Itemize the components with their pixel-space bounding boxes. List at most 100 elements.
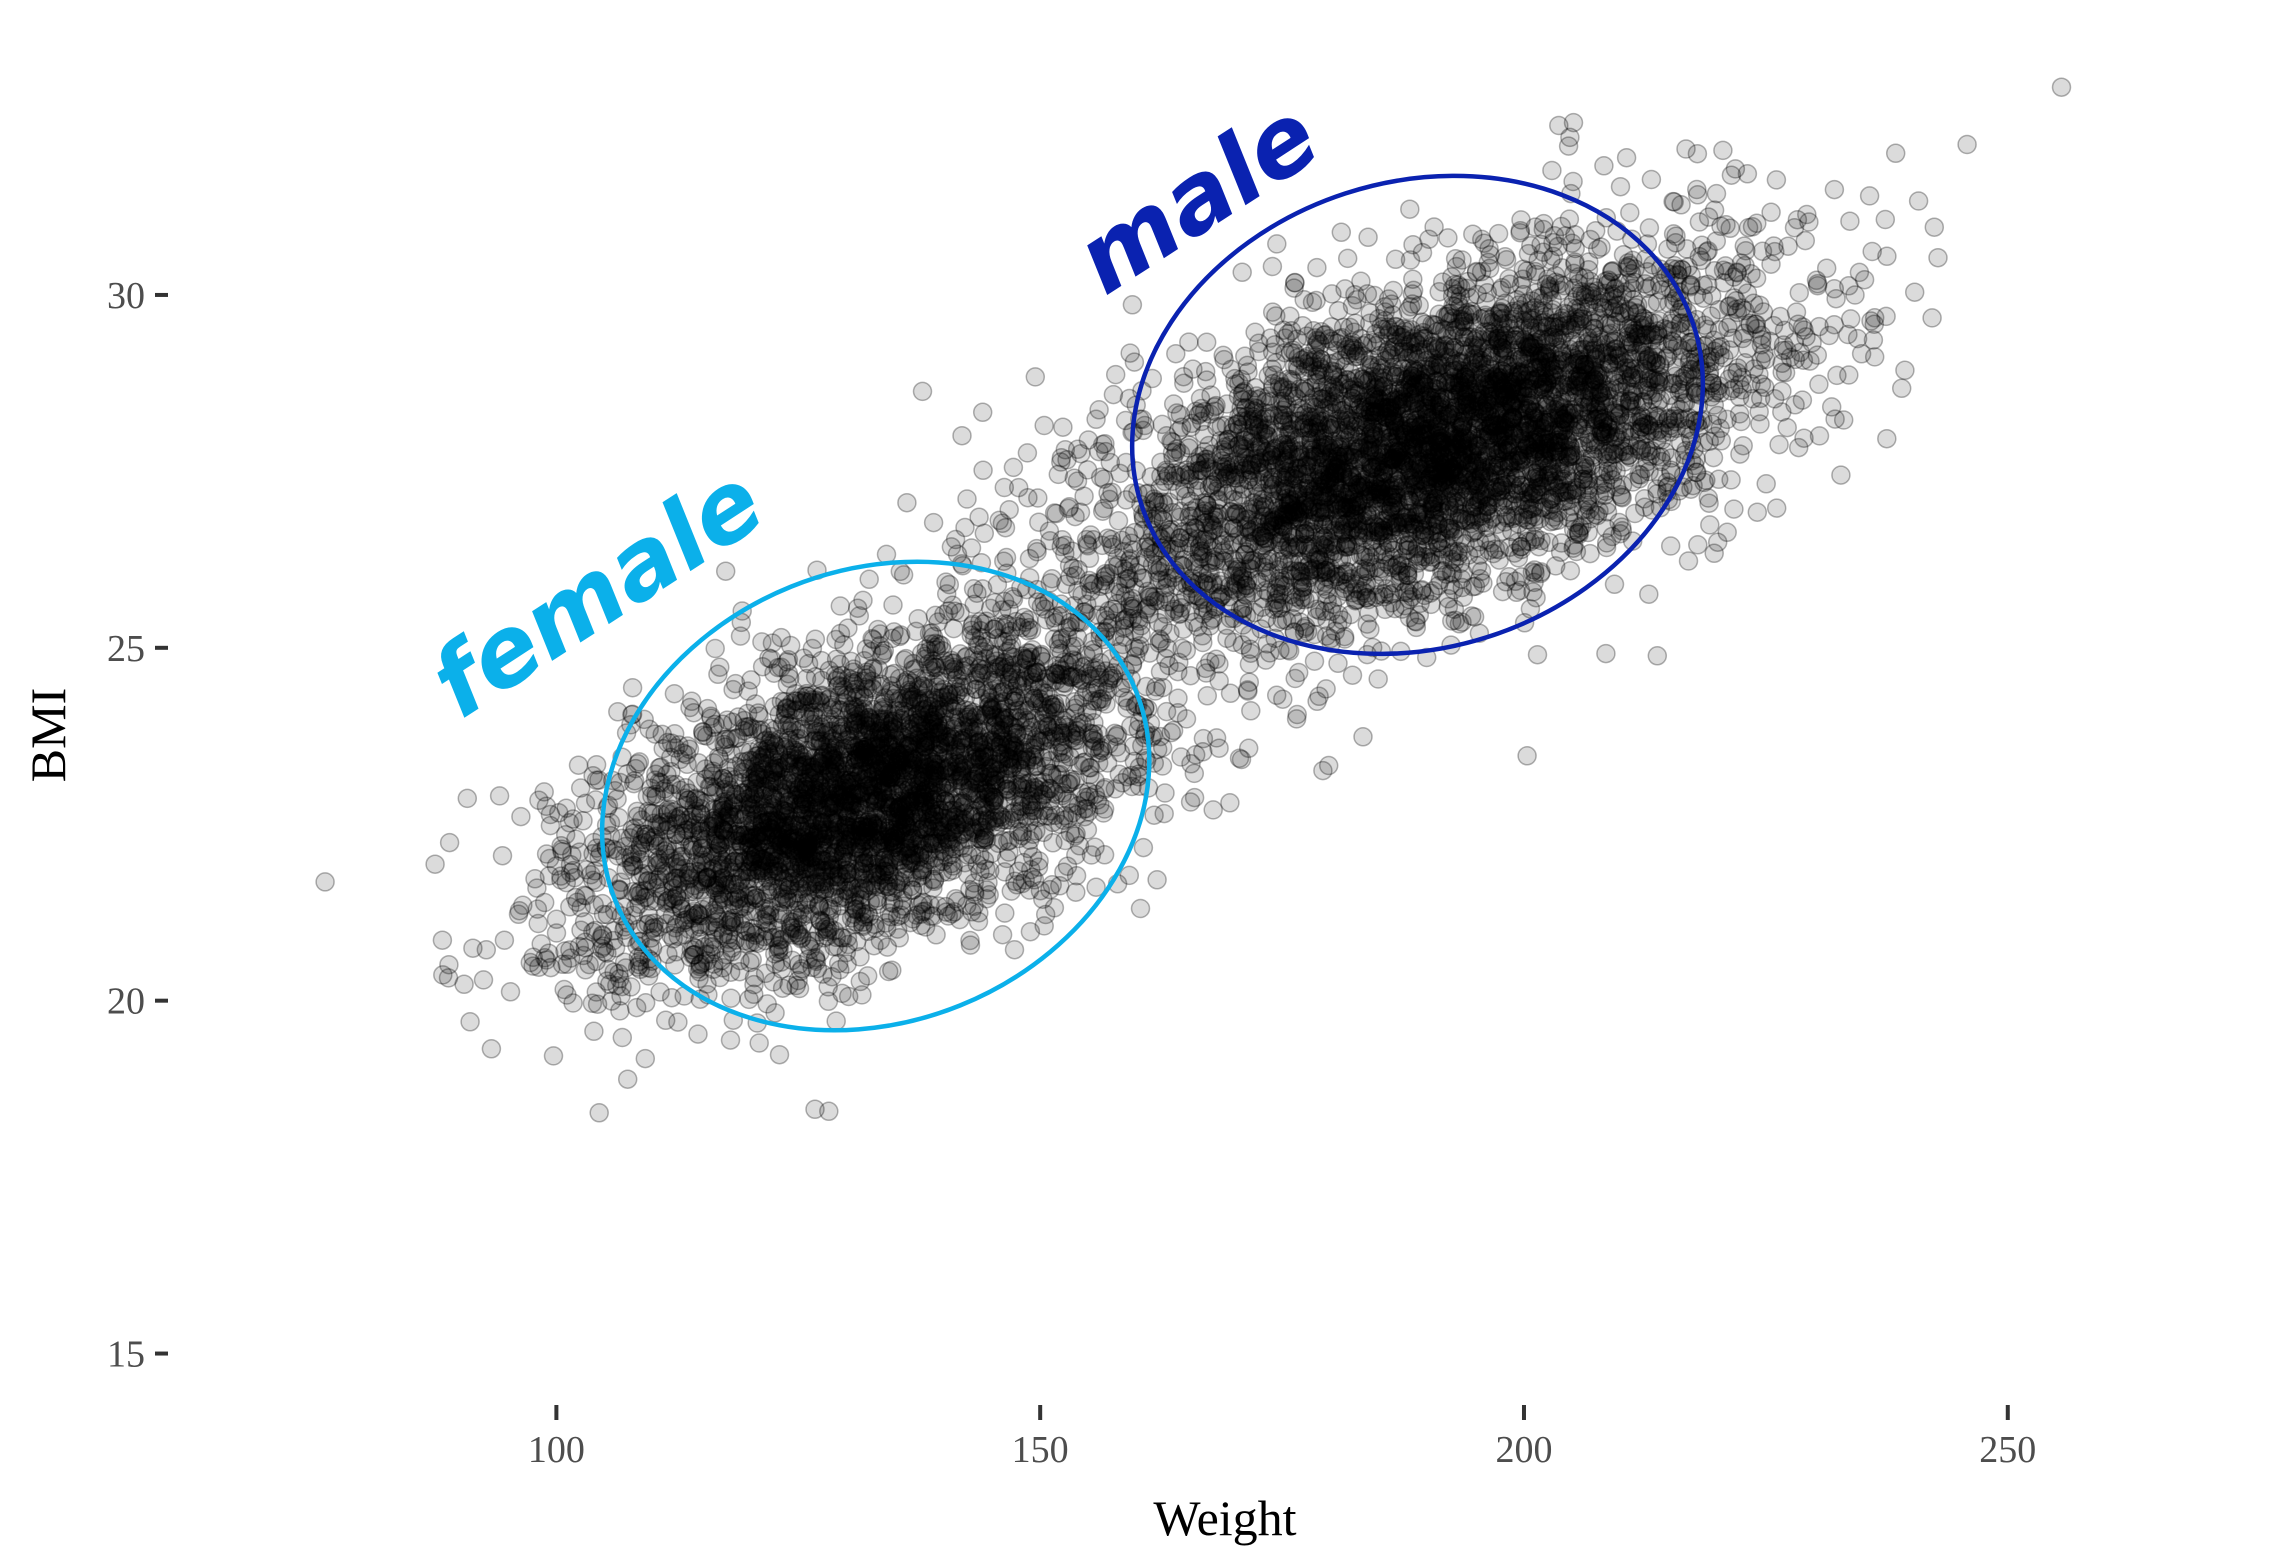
scatter-point — [825, 762, 846, 783]
scatter-point — [873, 770, 894, 791]
scatter-point — [854, 687, 874, 707]
scatter-point — [834, 817, 855, 838]
scatter-point — [1018, 643, 1038, 663]
scatter-point — [1007, 723, 1027, 743]
scatter-point — [1220, 683, 1241, 704]
scatter-point — [836, 761, 856, 781]
scatter-point — [778, 880, 798, 901]
scatter-point — [839, 803, 859, 823]
scatter-point — [939, 574, 960, 595]
scatter-point — [824, 773, 844, 793]
scatter-point — [569, 936, 590, 957]
scatter-point — [813, 714, 833, 734]
scatter-point — [876, 794, 896, 815]
scatter-point — [890, 561, 911, 582]
scatter-point — [754, 850, 774, 871]
scatter-point — [622, 677, 643, 698]
scatter-point — [527, 899, 548, 919]
scatter-point — [1027, 727, 1047, 748]
scatter-point — [779, 751, 799, 771]
scatter-point — [651, 773, 671, 793]
scatter-point — [772, 800, 793, 821]
scatter-point — [776, 833, 796, 853]
scatter-point — [625, 758, 646, 779]
scatter-point — [751, 720, 772, 741]
scatter-point — [839, 703, 860, 723]
scatter-point — [481, 1039, 502, 1059]
scatter-point — [690, 954, 711, 974]
scatter-point — [571, 897, 591, 918]
scatter-point — [650, 757, 671, 777]
scatter-point — [1304, 651, 1325, 671]
scatter-point — [1106, 726, 1127, 747]
scatter-point — [880, 747, 900, 768]
scatter-point — [627, 801, 647, 822]
scatter-point — [746, 868, 767, 889]
scatter-point — [734, 710, 754, 731]
scatter-point — [894, 728, 915, 748]
scatter-point — [661, 799, 681, 820]
scatter-point — [687, 959, 708, 979]
scatter-point — [1197, 686, 1218, 706]
scatter-point — [1034, 772, 1054, 793]
scatter-point — [906, 621, 926, 642]
scatter-point — [1119, 865, 1140, 886]
scatter-point — [805, 1099, 825, 1120]
scatter-point — [684, 901, 704, 921]
scatter-point — [807, 763, 827, 783]
scatter-point — [910, 846, 930, 867]
scatter-point — [583, 766, 603, 786]
scatter-point — [1025, 367, 1046, 387]
scatter-point — [476, 940, 497, 960]
scatter-point — [900, 806, 921, 826]
scatter-point — [684, 944, 705, 965]
scatter-point — [964, 628, 985, 648]
scatter-point — [789, 815, 810, 836]
scatter-point — [551, 835, 571, 856]
scatter-point — [615, 836, 636, 857]
scatter-point — [832, 677, 853, 697]
scatter-point — [992, 924, 1013, 945]
scatter-point — [1015, 755, 1036, 776]
scatter-point — [749, 738, 769, 759]
scatter-point — [762, 880, 782, 901]
scatter-point — [768, 848, 789, 868]
scatter-point — [795, 794, 815, 814]
scatter-point — [1017, 701, 1037, 721]
scatter-point — [566, 829, 586, 850]
scatter-point — [966, 663, 987, 683]
scatter-point — [620, 847, 641, 867]
scatter-point — [728, 707, 749, 727]
scatter-point — [899, 719, 920, 740]
scatter-point — [890, 809, 911, 830]
scatter-point — [742, 811, 763, 831]
scatter-point — [859, 738, 879, 759]
scatter-point — [797, 809, 818, 829]
scatter-point — [638, 913, 659, 934]
scatter-point — [543, 1046, 564, 1066]
scatter-point — [1004, 801, 1025, 822]
scatter-point — [1004, 647, 1024, 668]
scatter-point — [938, 906, 959, 926]
scatter-point — [1028, 780, 1049, 800]
scatter-point — [765, 944, 785, 964]
scatter-point — [894, 807, 915, 828]
scatter-point — [747, 765, 767, 786]
scatter-point — [898, 796, 918, 817]
scatter-point — [670, 895, 691, 916]
scatter-point — [977, 631, 998, 652]
scatter-point — [818, 977, 838, 997]
scatter-point — [744, 984, 764, 1005]
scatter-point — [679, 783, 699, 803]
scatter-point — [791, 817, 811, 837]
scatter-point — [736, 785, 756, 805]
scatter-point — [1003, 681, 1023, 702]
scatter-point — [1153, 677, 1173, 698]
scatter-point — [855, 822, 876, 842]
scatter-point — [827, 758, 847, 779]
scatter-point — [994, 652, 1015, 673]
scatter-point — [786, 742, 806, 762]
scatter-point — [856, 775, 877, 796]
scatter-point — [638, 801, 658, 822]
scatter-point — [703, 808, 724, 829]
